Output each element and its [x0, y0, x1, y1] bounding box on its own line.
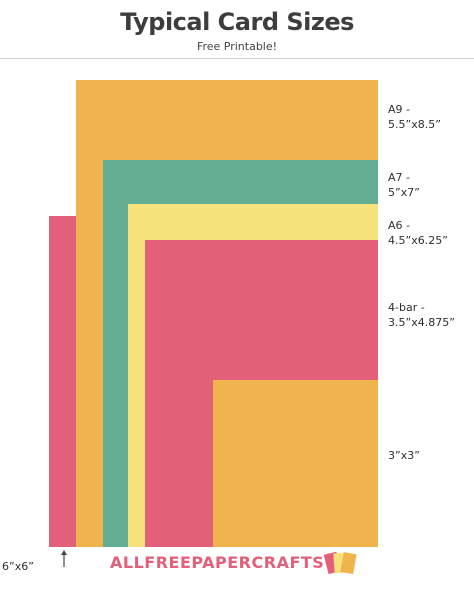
label-4bar: 4-bar - 3.5”x4.875” [388, 300, 455, 330]
brand-logo-text: ALLFREEPAPERCRAFTS [110, 553, 325, 572]
label-6x6: 6”x6” [2, 560, 34, 573]
page-subtitle: Free Printable! [196, 40, 278, 53]
label-a7-size: 5”x7” [388, 186, 420, 199]
card-3x3 [213, 380, 378, 547]
title-divider [0, 58, 474, 59]
label-a9-name: A9 - [388, 103, 410, 116]
label-a9: A9 - 5.5”x8.5” [388, 102, 441, 132]
page-title: Typical Card Sizes [120, 8, 354, 36]
label-a6-size: 4.5”x6.25” [388, 234, 448, 247]
label-a7-name: A7 - [388, 171, 410, 184]
label-4bar-size: 3.5”x4.875” [388, 316, 455, 329]
label-a6: A6 - 4.5”x6.25” [388, 218, 448, 248]
label-a9-size: 5.5”x8.5” [388, 118, 441, 131]
label-a7: A7 - 5”x7” [388, 170, 420, 200]
label-a6-name: A6 - [388, 219, 410, 232]
paper-stack-icon [324, 551, 357, 575]
label-3x3: 3”x3” [388, 448, 420, 463]
label-3x3-name: 3”x3” [388, 449, 420, 462]
label-4bar-name: 4-bar - [388, 301, 425, 314]
arrow-up-icon [61, 550, 67, 567]
